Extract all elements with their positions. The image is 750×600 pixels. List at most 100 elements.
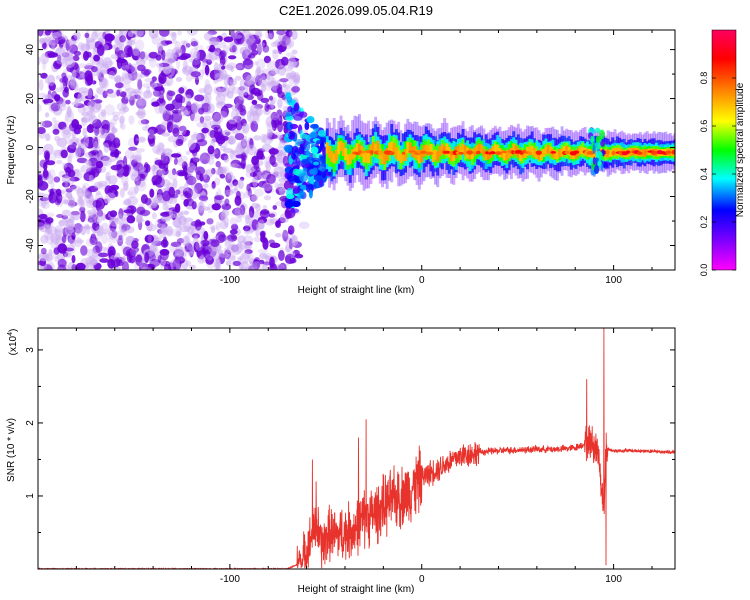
noise-blob <box>221 65 226 70</box>
noise-blob <box>282 229 288 237</box>
noise-blob <box>95 192 103 202</box>
noise-blob <box>96 68 102 80</box>
noise-blob <box>270 77 277 87</box>
signal-core-blob <box>519 151 524 155</box>
noise-blob <box>191 112 200 122</box>
noise-blob <box>40 247 47 255</box>
noise-blob <box>275 220 280 228</box>
noise-blob <box>165 226 174 237</box>
noise-blob <box>39 120 45 128</box>
noise-blob <box>267 33 273 40</box>
noise-blob <box>269 155 276 166</box>
noise-blob <box>177 158 185 167</box>
noise-blob <box>240 138 247 149</box>
noise-blob <box>81 116 91 123</box>
colorbar-tick-label: 0.0 <box>699 264 709 277</box>
noise-blob <box>137 51 149 62</box>
noise-blob <box>190 56 201 66</box>
transition-blob <box>310 146 319 154</box>
snr-y-scale-exponent: 4 <box>7 332 14 336</box>
snr-y-scale-close: ) <box>8 329 19 332</box>
signal-band-strip <box>470 150 474 159</box>
noise-blob <box>281 56 289 66</box>
noise-blob <box>245 75 255 86</box>
noise-blob <box>277 98 283 109</box>
noise-blob <box>259 155 266 160</box>
noise-blob <box>184 210 189 216</box>
noise-blob <box>38 30 44 37</box>
signal-core-blob <box>466 150 474 155</box>
noise-blob <box>138 166 146 172</box>
noise-blob <box>122 246 132 257</box>
noise-blob <box>45 217 54 224</box>
noise-blob <box>102 90 108 99</box>
noise-blob <box>213 66 222 78</box>
noise-blob <box>66 81 73 85</box>
noise-blob <box>251 99 258 105</box>
signal-band-strip <box>546 144 550 154</box>
noise-blob <box>160 249 169 261</box>
noise-blob <box>151 212 157 220</box>
noise-blob <box>234 113 241 123</box>
noise-blob <box>134 87 143 97</box>
noise-blob <box>105 192 116 201</box>
transition-blob <box>285 112 291 118</box>
signal-band-strip <box>452 151 456 161</box>
noise-blob <box>85 238 97 247</box>
noise-blob <box>123 45 133 56</box>
noise-blob <box>178 215 187 226</box>
noise-blob <box>151 165 156 172</box>
noise-blob <box>128 115 135 125</box>
noise-blob <box>189 264 197 269</box>
noise-blob <box>207 145 215 155</box>
signal-band-strip <box>364 150 368 163</box>
noise-blob <box>66 105 72 118</box>
noise-blob <box>175 138 184 147</box>
noise-blob <box>223 103 233 109</box>
noise-blob <box>101 78 109 89</box>
noise-blob <box>203 115 213 121</box>
noise-blob <box>229 229 238 235</box>
noise-blob <box>187 250 194 257</box>
noise-blob <box>158 72 167 85</box>
noise-blob <box>45 160 56 166</box>
noise-blob <box>133 155 142 162</box>
noise-blob <box>268 95 274 101</box>
noise-blob <box>119 35 126 43</box>
signal-band-strip <box>367 151 371 164</box>
noise-blob <box>121 71 129 80</box>
noise-blob <box>67 153 73 165</box>
noise-blob <box>209 183 216 190</box>
noise-blob <box>191 187 198 200</box>
noise-blob <box>108 175 118 185</box>
colorbar-tick-label: 0.6 <box>699 120 709 133</box>
noise-blob <box>151 101 160 107</box>
noise-blob <box>62 35 68 40</box>
noise-blob <box>177 106 189 117</box>
noise-blob <box>279 35 291 47</box>
noise-blob <box>122 164 130 177</box>
signal-core-blob <box>495 151 502 156</box>
noise-blob <box>235 64 243 70</box>
signal-band-strip <box>388 143 391 155</box>
noise-blob <box>223 75 230 87</box>
noise-blob <box>176 58 181 70</box>
noise-blob <box>38 252 50 262</box>
noise-blob <box>253 236 262 243</box>
noise-blob <box>121 53 127 58</box>
noise-blob <box>135 180 147 192</box>
noise-blob <box>125 226 135 234</box>
noise-blob <box>61 162 68 168</box>
noise-blob <box>63 39 73 52</box>
noise-blob <box>239 143 251 155</box>
noise-blob <box>63 252 72 258</box>
noise-blob <box>61 176 71 184</box>
noise-blob <box>144 55 149 60</box>
noise-blob <box>102 57 113 69</box>
noise-blob <box>149 248 161 259</box>
noise-blob <box>160 152 168 164</box>
noise-blob <box>140 119 150 125</box>
noise-blob <box>135 137 146 142</box>
noise-blob <box>262 252 272 258</box>
